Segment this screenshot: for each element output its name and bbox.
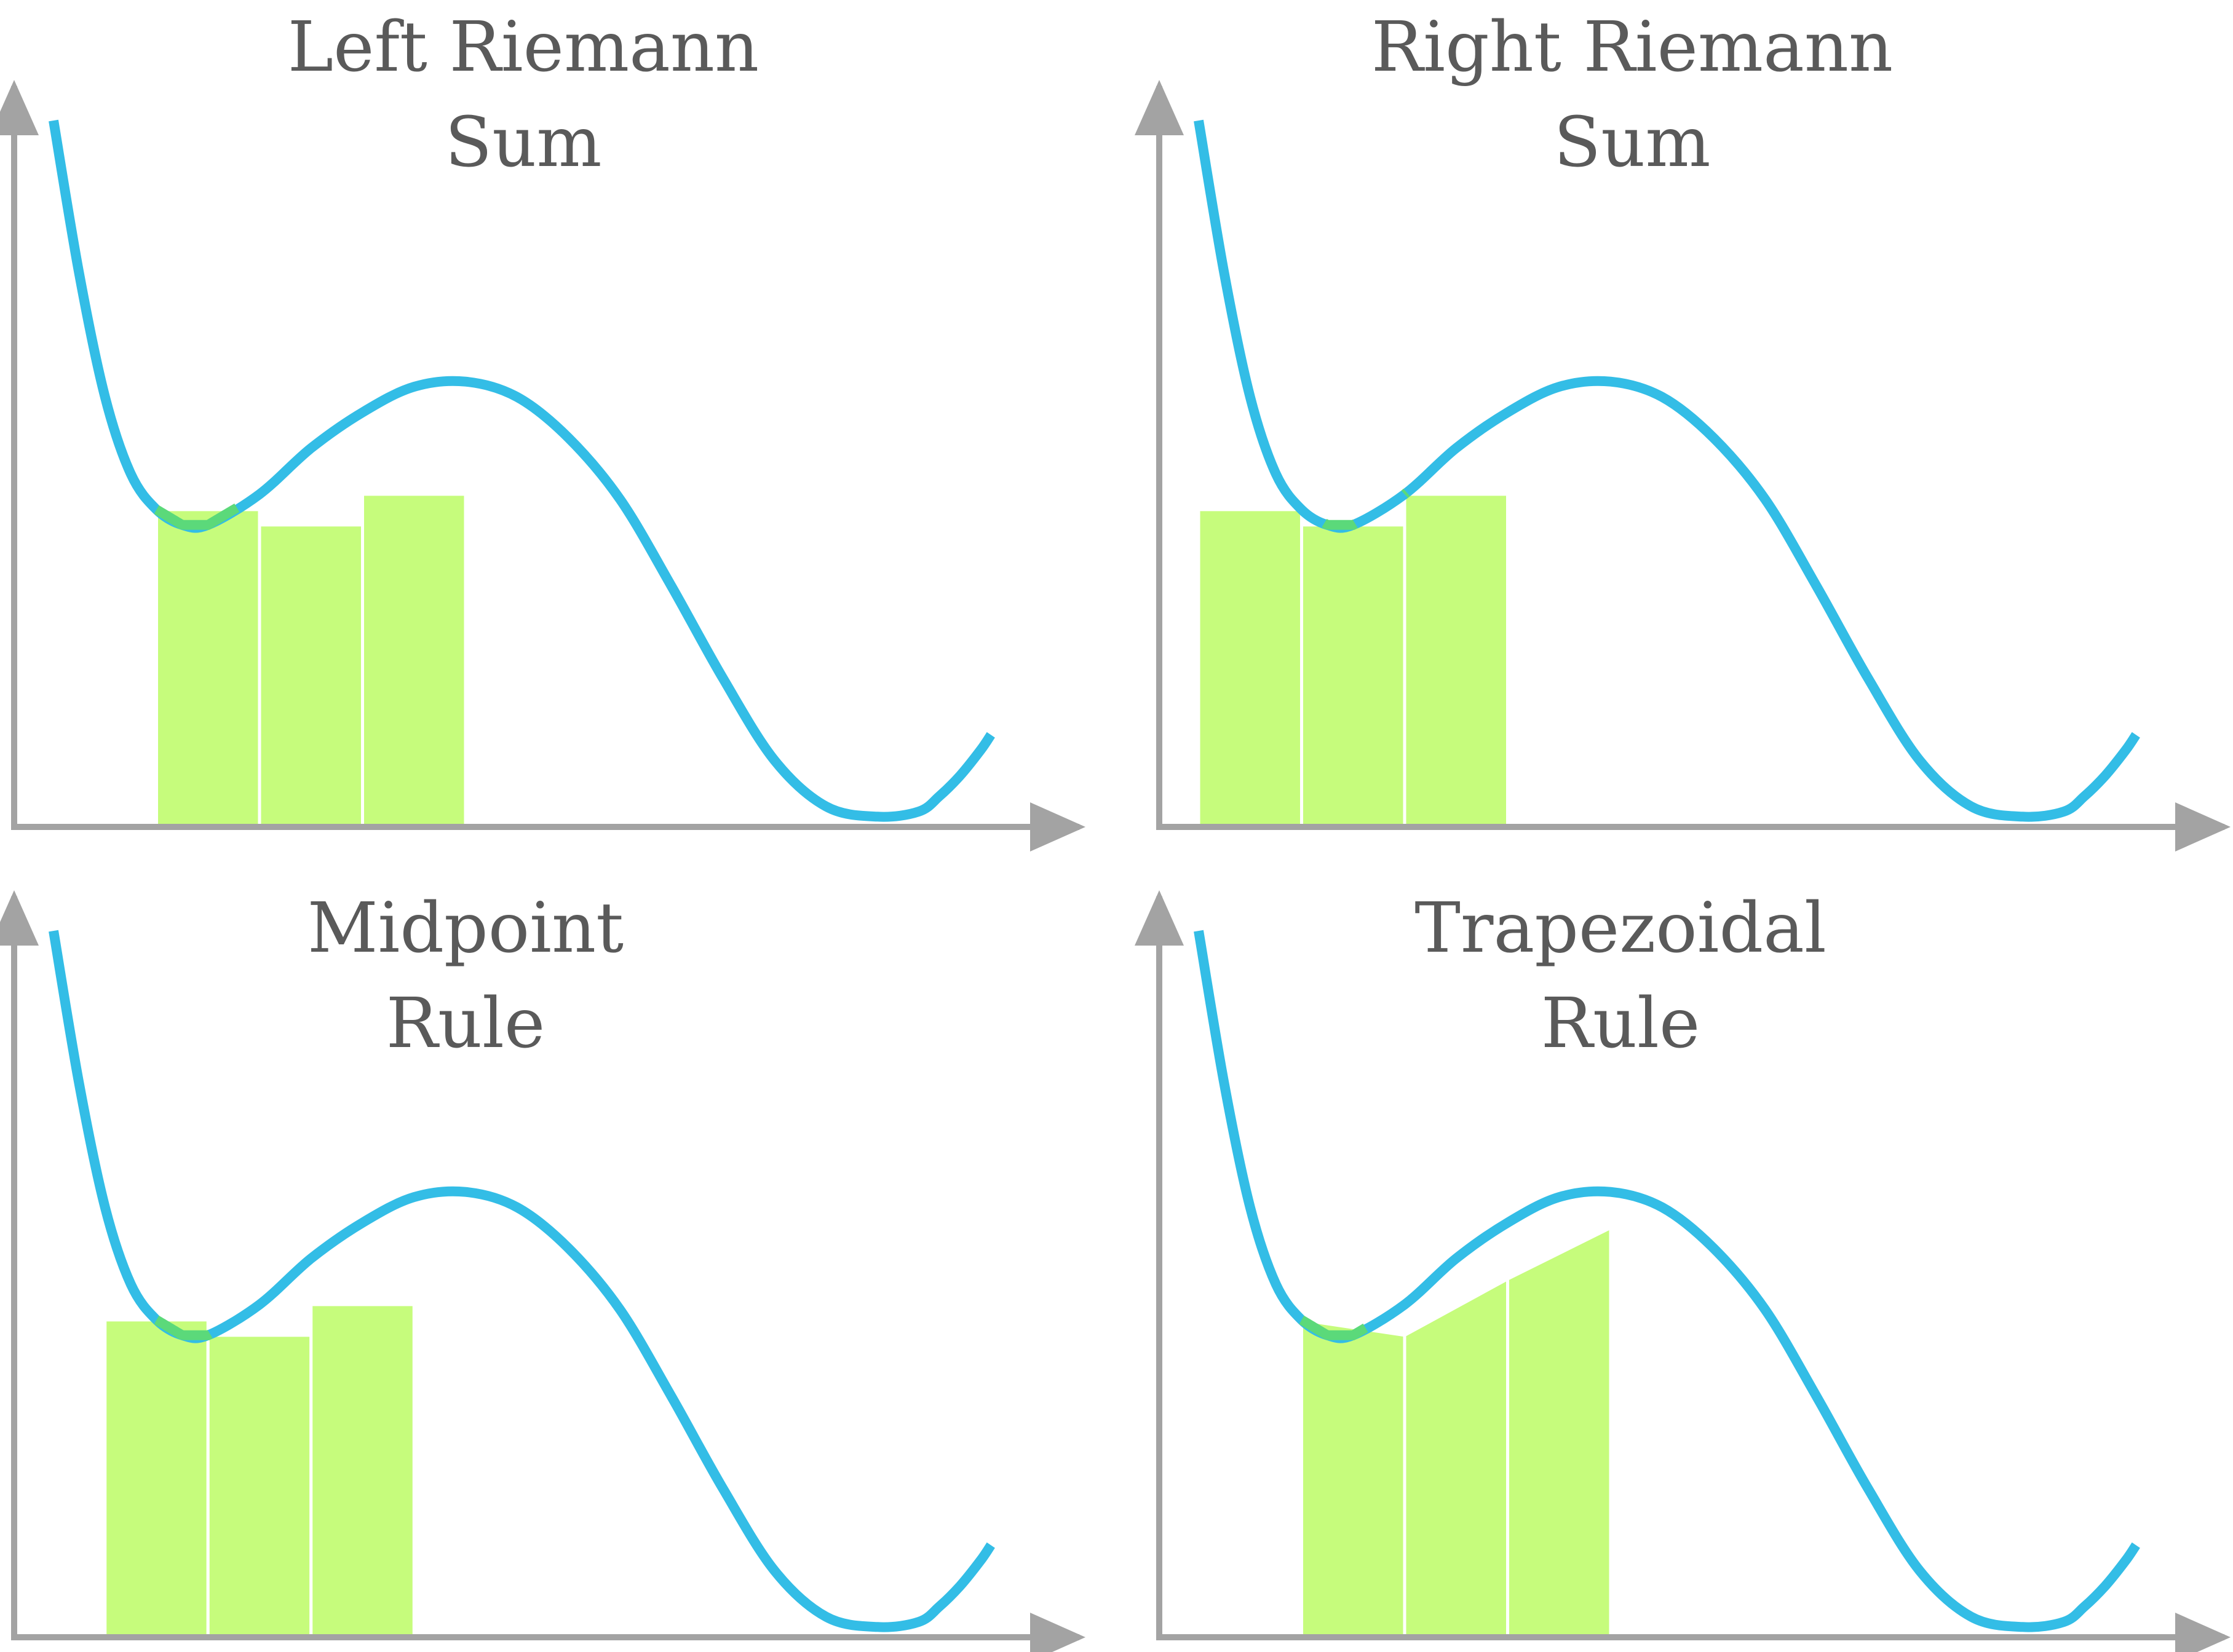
bars-trapezoidal — [1300, 1225, 1612, 1639]
curve-overlap-trapezoidal — [1299, 1315, 1368, 1340]
trapezoidal-curve-overlap-segment — [1299, 1315, 1368, 1340]
midpoint-bar-3 — [309, 1303, 416, 1639]
left-riemann-bar-3 — [361, 492, 467, 829]
trapezoidal-bar-2 — [1403, 1276, 1509, 1639]
panel-trapezoidal — [1135, 890, 2231, 1652]
title-midpoint-line1: Midpoint — [307, 888, 624, 968]
curve-midpoint — [49, 930, 995, 1632]
curve-overlap-midpoint — [154, 1315, 213, 1340]
title-left-riemann-line1: Left Riemann — [287, 7, 760, 87]
title-trapezoidal-line1: Trapezoidal — [1414, 888, 1826, 968]
midpoint-bar-1 — [103, 1318, 210, 1639]
title-right-riemann: Right Riemann Sum — [1263, 0, 2001, 191]
title-left-riemann: Left Riemann Sum — [154, 0, 892, 191]
curve-right-riemann — [1194, 119, 2140, 822]
midpoint-curve-overlap-segment — [154, 1315, 213, 1340]
bars-right-riemann — [1197, 492, 1509, 829]
title-right-riemann-line1: Right Riemann — [1371, 7, 1894, 87]
right-riemann-curve-overlap-segment — [1322, 518, 1358, 530]
right-riemann-curve-overlap-segment — [1401, 488, 1410, 498]
title-midpoint: Midpoint Rule — [97, 881, 835, 1072]
panel-left-riemann — [0, 80, 1085, 852]
curve-overlap-right-riemann — [1322, 488, 1410, 530]
curve-overlap-left-riemann — [154, 504, 240, 530]
midpoint-bar-2 — [206, 1334, 313, 1639]
trapezoidal-bar-3 — [1506, 1225, 1612, 1639]
right-riemann-bar-1 — [1197, 508, 1303, 829]
title-trapezoidal-line2: Rule — [1541, 984, 1700, 1064]
left-riemann-curve-overlap-segment — [154, 504, 240, 530]
right-riemann-bar-3 — [1403, 492, 1509, 829]
panel-right-riemann — [1135, 80, 2231, 852]
trapezoidal-bar-1 — [1300, 1318, 1406, 1639]
title-left-riemann-line2: Sum — [445, 103, 602, 183]
left-riemann-bar-1 — [155, 508, 261, 829]
title-right-riemann-line2: Sum — [1553, 103, 1711, 183]
bars-midpoint — [103, 1303, 416, 1639]
curve-left-riemann — [49, 119, 995, 822]
bars-left-riemann — [155, 492, 467, 829]
panel-midpoint — [0, 890, 1085, 1652]
title-trapezoidal: Trapezoidal Rule — [1251, 881, 1989, 1072]
left-riemann-bar-2 — [258, 523, 364, 829]
title-midpoint-line2: Rule — [386, 984, 545, 1064]
right-riemann-bar-2 — [1300, 523, 1406, 829]
curve-trapezoidal — [1194, 930, 2140, 1632]
